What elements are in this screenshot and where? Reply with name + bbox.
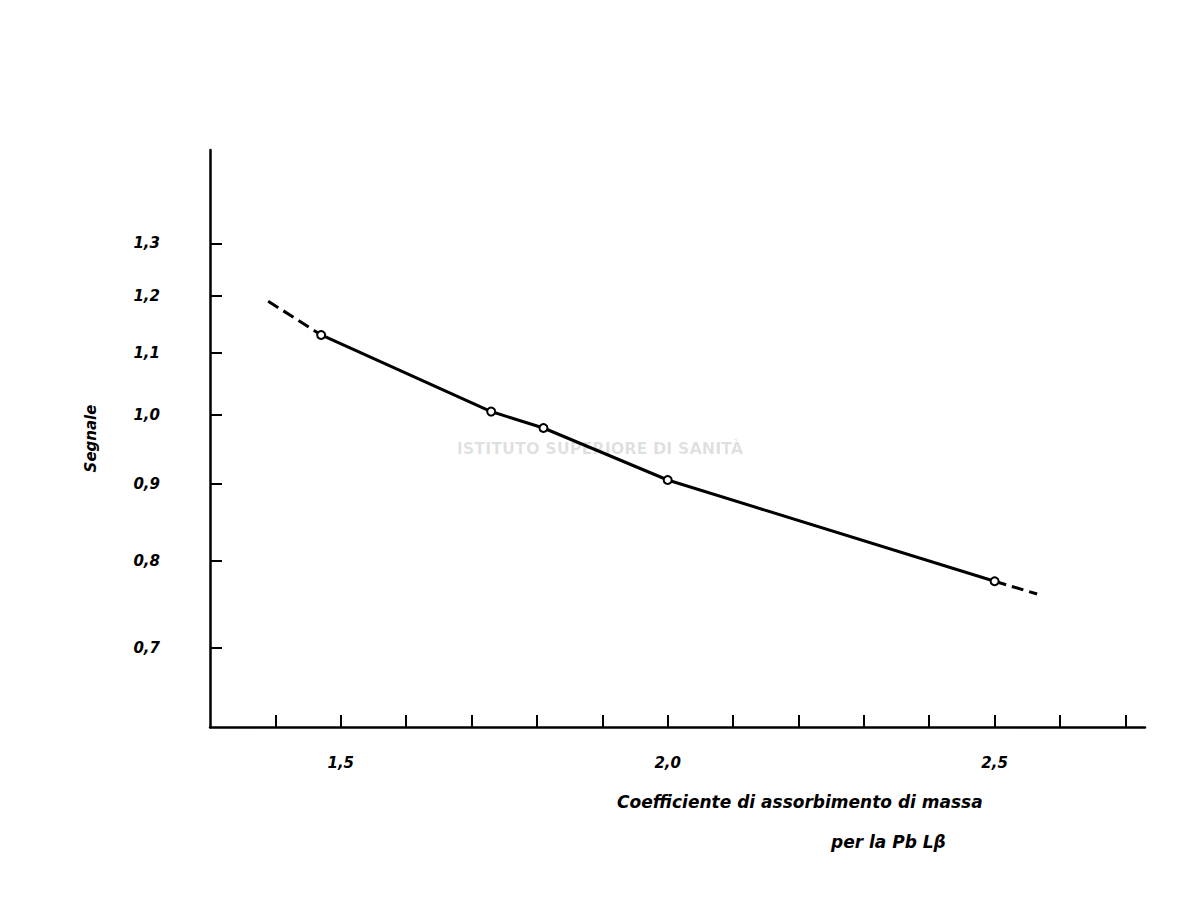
svg-text:0,8: 0,8	[133, 552, 160, 570]
svg-text:2,0: 2,0	[654, 754, 681, 772]
svg-text:0,9: 0,9	[133, 475, 160, 493]
svg-text:2,5: 2,5	[981, 754, 1008, 772]
svg-text:Coefficiente di assorbimento d: Coefficiente di assorbimento di massa	[617, 792, 983, 812]
svg-text:0,7: 0,7	[133, 639, 160, 657]
svg-text:1,5: 1,5	[327, 754, 354, 772]
svg-text:1,2: 1,2	[133, 287, 160, 305]
svg-text:ISTITUTO SUPERIORE DI SANITÀ: ISTITUTO SUPERIORE DI SANITÀ	[457, 439, 744, 458]
svg-text:1,3: 1,3	[133, 234, 160, 252]
svg-text:1,0: 1,0	[133, 406, 160, 424]
svg-text:1,1: 1,1	[133, 344, 160, 362]
svg-text:per la Pb Lβ: per la Pb Lβ	[830, 832, 946, 852]
svg-text:Segnale: Segnale	[82, 405, 100, 473]
